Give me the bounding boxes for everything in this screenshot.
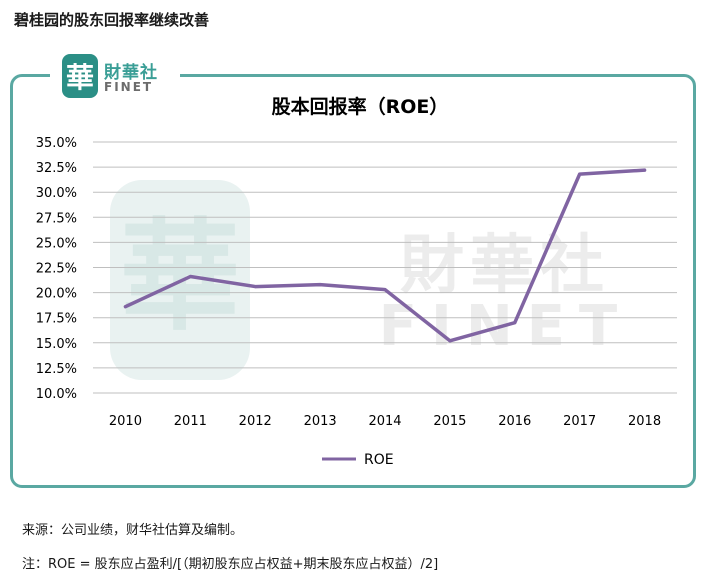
- y-tick-label: 30.0%: [36, 186, 77, 201]
- x-tick-label: 2015: [433, 414, 466, 429]
- y-tick-label: 17.5%: [36, 312, 77, 327]
- x-tick-label: 2014: [368, 414, 401, 429]
- x-tick-label: 2018: [628, 414, 661, 429]
- logo-name-en: FINET: [104, 80, 154, 94]
- y-tick-label: 22.5%: [36, 262, 77, 277]
- data-point: [513, 321, 517, 325]
- formula-note: 注：ROE = 股东应占盈利/[（期初股东应占权益+期末股东应占权益）/2]: [22, 557, 439, 572]
- x-tick-label: 2016: [498, 414, 531, 429]
- y-tick-label: 25.0%: [36, 236, 77, 251]
- y-tick-label: 27.5%: [36, 211, 77, 226]
- y-tick-label: 12.5%: [36, 362, 77, 377]
- page-heading: 碧桂园的股东回报率继续改善: [14, 11, 210, 29]
- data-point: [318, 283, 322, 287]
- x-tick-label: 2017: [563, 414, 596, 429]
- finet-logo: 華 財華社 FINET: [50, 52, 180, 102]
- x-tick-label: 2013: [304, 414, 337, 429]
- chart-title: 股本回报率（ROE）: [272, 95, 449, 118]
- x-tick-label: 2012: [239, 414, 272, 429]
- x-tick-label: 2010: [109, 414, 142, 429]
- data-point: [188, 275, 192, 279]
- data-point: [253, 285, 257, 289]
- y-tick-label: 20.0%: [36, 287, 77, 302]
- source-note: 来源：公司业绩，财华社估算及编制。: [22, 523, 244, 538]
- watermark: 華 財華社 FINET: [110, 180, 617, 380]
- y-tick-label: 35.0%: [36, 136, 77, 151]
- logo-name-cn: 財華社: [104, 63, 158, 83]
- y-tick-label: 10.0%: [36, 387, 77, 402]
- y-tick-label: 32.5%: [36, 161, 77, 176]
- data-point: [448, 339, 452, 343]
- watermark-name-cn: 財華社: [400, 229, 610, 303]
- watermark-seal-glyph: 華: [120, 206, 240, 347]
- data-point: [643, 168, 647, 172]
- data-point: [578, 172, 582, 176]
- data-point: [383, 288, 387, 292]
- y-tick-label: 15.0%: [36, 337, 77, 352]
- chart-legend: ROE: [322, 452, 394, 468]
- legend-label: ROE: [364, 452, 394, 468]
- data-point: [123, 305, 127, 309]
- x-tick-label: 2011: [174, 414, 207, 429]
- roe-line-chart: 華 財華社 FINET 股本回报率（ROE） 10.0% 12.5% 15.0% 17…: [36, 95, 677, 468]
- logo-seal-icon: 華: [62, 54, 98, 98]
